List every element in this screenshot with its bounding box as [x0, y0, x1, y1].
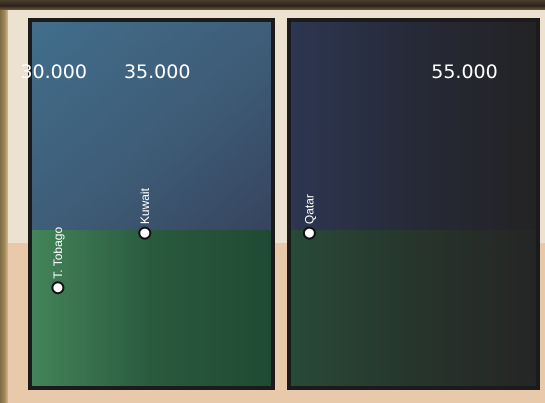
- data-points: T. Tobago Kuwait Qatar: [51, 187, 316, 295]
- data-point-label: Kuwait: [138, 187, 152, 224]
- right-panel-lower-area: [291, 230, 536, 386]
- data-point: [51, 281, 65, 295]
- left-edge-decoration: [0, 10, 8, 403]
- right-panel: [287, 18, 540, 390]
- data-point: [302, 226, 316, 240]
- data-point-label: T. Tobago: [51, 227, 65, 279]
- right-panel-upper-area: [291, 22, 536, 230]
- x-tick-label: 35.000: [124, 61, 190, 83]
- data-point-label: Qatar: [302, 194, 316, 224]
- left-panel: [28, 18, 275, 390]
- data-point: [138, 226, 152, 240]
- left-panel-upper-area: [32, 22, 271, 230]
- x-tick-labels: 30.000 35.000 55.000: [20, 61, 497, 83]
- x-tick-label: 30.000: [20, 61, 86, 83]
- top-bar: [0, 0, 545, 10]
- left-panel-lower-area: [32, 230, 271, 386]
- x-tick-label: 55.000: [431, 61, 497, 83]
